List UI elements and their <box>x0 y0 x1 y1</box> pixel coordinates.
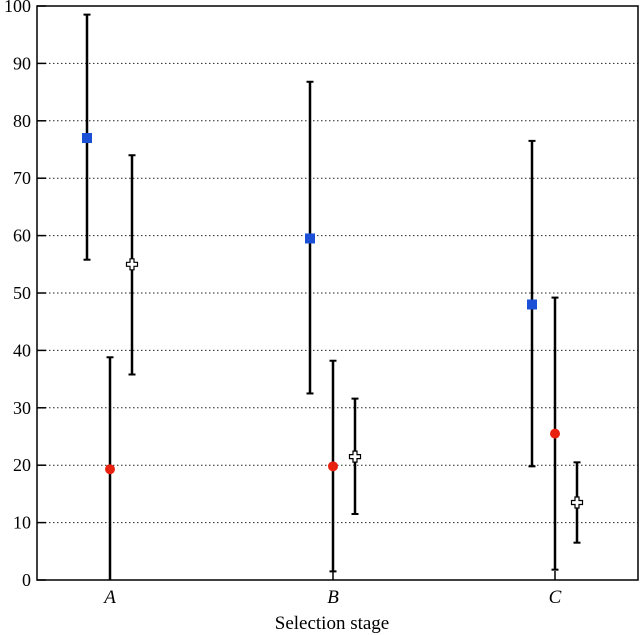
y-tick-label: 30 <box>13 398 31 418</box>
y-tick-label: 0 <box>22 570 31 590</box>
data-point-square <box>82 133 92 144</box>
y-tick-label: 20 <box>13 455 31 475</box>
y-tick-label: 80 <box>13 111 31 131</box>
data-point-cross <box>125 258 139 271</box>
data-point-square <box>527 299 537 310</box>
data-point-cross <box>348 450 362 463</box>
y-tick-label: 90 <box>13 53 31 73</box>
x-tick-label: C <box>549 587 562 608</box>
data-point-circle <box>328 461 338 472</box>
y-tick-label: 60 <box>13 226 31 246</box>
x-tick-label: A <box>102 587 116 608</box>
x-tick-label: B <box>327 587 339 608</box>
y-tick-label: 10 <box>13 513 31 533</box>
gridlines <box>37 62 638 524</box>
y-tick-label: 40 <box>13 340 31 360</box>
data-point-circle <box>550 428 560 439</box>
data-point-circle <box>105 464 115 475</box>
x-axis-title: Selection stage <box>275 613 390 634</box>
error-bars <box>83 13 581 580</box>
data-points <box>82 133 584 509</box>
y-tick-label: 100 <box>4 0 31 16</box>
data-point-square <box>305 233 315 244</box>
y-axis: 0 10 20 30 40 50 60 70 80 90 100 <box>4 0 46 590</box>
x-axis: A B C <box>102 571 562 608</box>
y-tick-label: 70 <box>13 168 31 188</box>
y-tick-label: 50 <box>13 283 31 303</box>
data-point-cross <box>570 496 584 509</box>
